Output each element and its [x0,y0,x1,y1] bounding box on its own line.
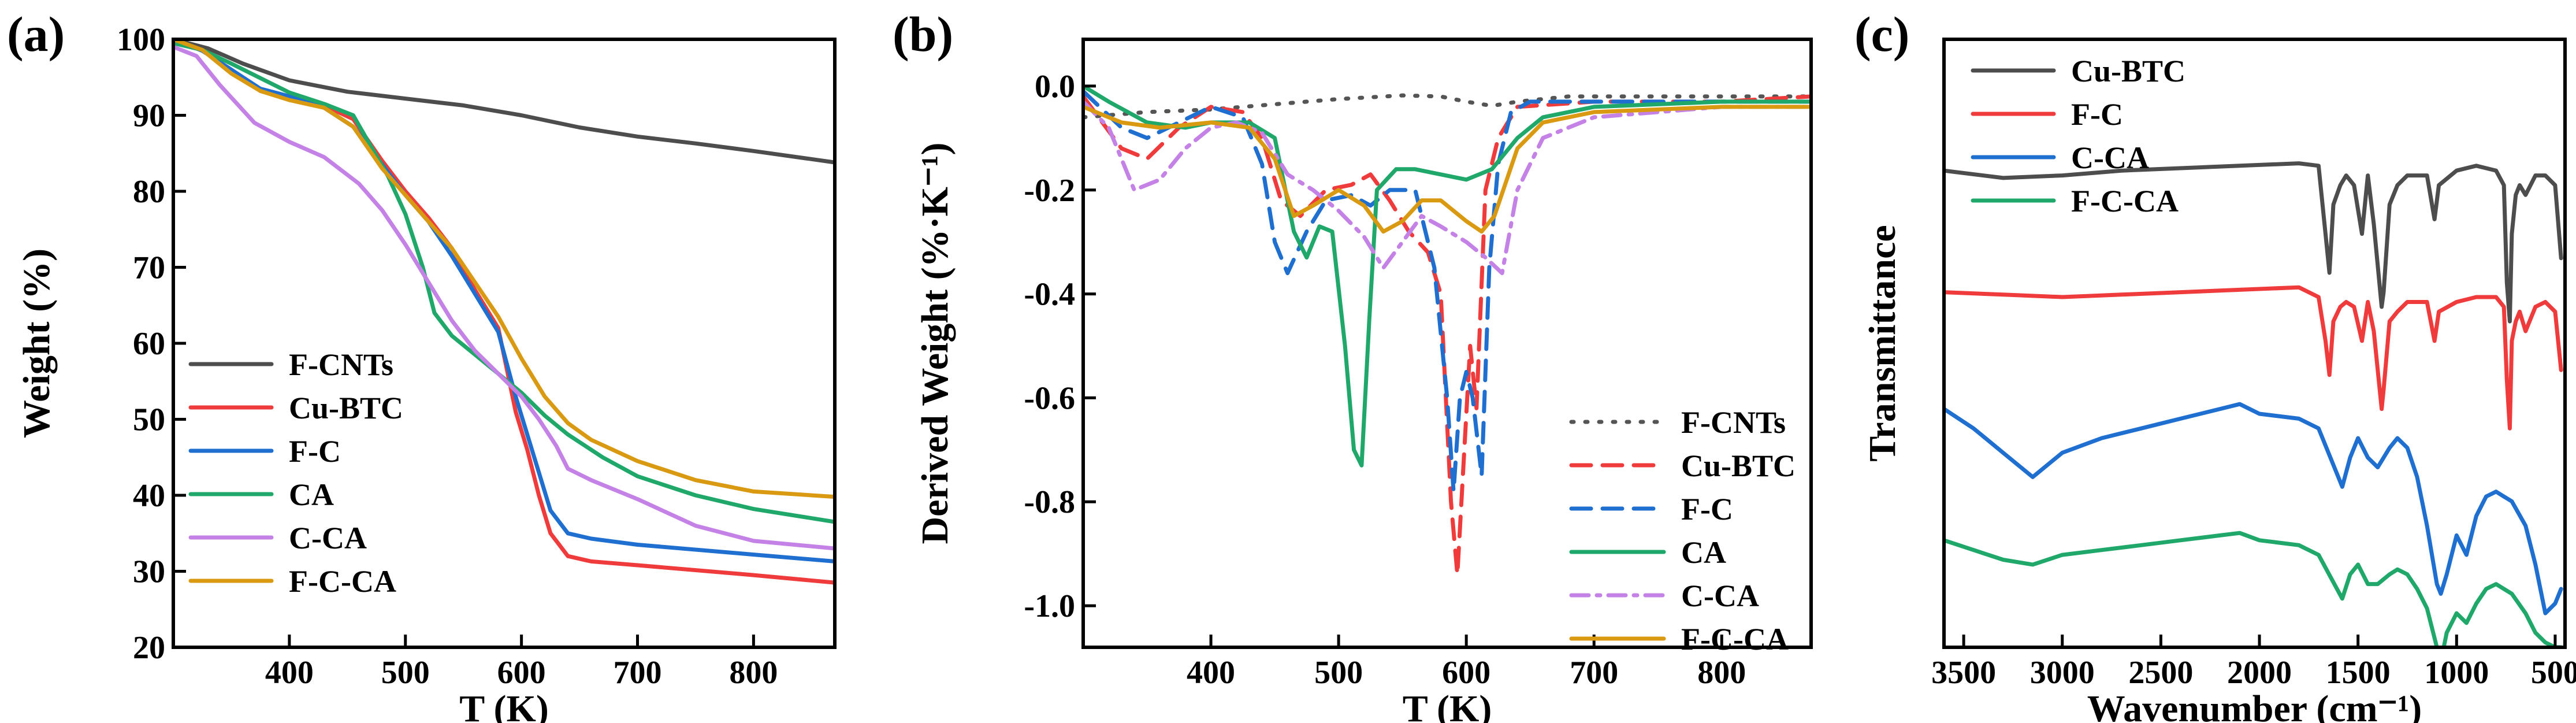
panel-c-legend: Cu-BTC F-C C-CA F-C-CA [1971,54,2185,218]
panel-a-x-tick-label: 400 [265,655,314,691]
panel-a-legend: F-CNTs Cu-BTC F-C CA C-CA F-C-CA [188,347,403,599]
panel-b-legend-label-f-cnts: F-CNTs [1681,405,1786,440]
panel-c-x-tick-label: 2500 [2128,655,2193,691]
panel-a-y-tick-label: 90 [133,98,165,134]
panel-a-series-ca [173,41,835,524]
panel-a-x-axis-title: T (K) [459,688,549,723]
panel-a-y-tick-label: 70 [133,250,165,286]
panel-a-x-tick-label: 800 [729,655,778,691]
panel-a-series-f-c-ca [173,39,835,499]
panel-c-legend-label-c-ca: C-CA [2071,140,2149,175]
panel-b-legend-label-f-c-ca: F-C-CA [1681,622,1789,657]
panel-b-x-tick-label: 400 [1187,655,1235,691]
panel-c-letter: (c) [1854,6,1909,62]
panel-c-x-tick-label: 1000 [2424,655,2489,691]
panel-c-series-cu-btc [1944,161,2563,324]
panel-a-x-tick-label: 700 [614,655,662,691]
panel-a-legend-label-c-ca: C-CA [289,521,367,555]
panel-b: 400 500 600 700 800 0.0 -0.2 -0.4 -0.6 -0.8 -1.0 T … [893,6,1813,723]
panel-c-series-f-c [1944,285,2563,431]
panel-b-legend: F-CNTs Cu-BTC F-C CA C-CA F-C-CA [1569,405,1796,657]
panel-a-y-tick-label: 50 [133,402,165,438]
panel-a-y-tick-label: 100 [117,22,165,58]
panel-a-x-tick-label: 500 [381,655,430,691]
panel-c-legend-label-cu-btc: Cu-BTC [2071,54,2185,88]
panel-a-y-tick-label: 20 [133,630,165,666]
panel-a-series-f-c [173,39,835,563]
panel-b-series-f-c-ca [1083,105,1811,234]
panel-b-x-tick-label: 600 [1442,655,1490,691]
panel-a-series-cu-btc [173,39,835,585]
panel-c-series-c-ca [1944,402,2563,616]
panel-c-x-tick-label: 1500 [2326,655,2391,691]
panel-c-x-tick-label: 500 [2531,655,2576,691]
panel-a-legend-label-f-c: F-C [289,434,341,469]
panel-c-x-axis-title: Wavenumber (cm⁻¹) [2087,688,2422,723]
panel-b-legend-label-ca: CA [1681,535,1726,570]
panel-a-series-c-ca [173,45,835,551]
panel-b-x-tick-label: 500 [1314,655,1363,691]
panel-a-y-tick-label: 80 [133,174,165,210]
panel-b-y-axis-title: Derived Weight (%·K⁻¹) [914,143,956,544]
panel-b-letter: (b) [893,6,953,62]
panel-c-legend-label-f-c-ca: F-C-CA [2071,184,2179,218]
panel-b-y-tick-label: -0.2 [1024,173,1075,209]
panel-a-x-tick-label: 600 [497,655,546,691]
panel-c-y-axis-title: Transmittance [1861,225,1904,461]
panel-c-legend-label-f-c: F-C [2071,97,2123,132]
panel-b-y-tick-label: 0.0 [1035,69,1075,105]
panel-b-x-axis-title: T (K) [1403,688,1492,723]
panel-a: 400 500 600 700 800 20 30 40 50 60 70 80 90 100 T (K) W… [7,6,837,723]
panel-b-x-tick-label: 800 [1697,655,1746,691]
panel-a-y-axis-title: Weight (%) [16,249,58,438]
panel-c-x-tick-label: 3500 [1931,655,1996,691]
panel-c-plot-frame [1942,38,2567,649]
panel-c: 3500 3000 2500 2000 1500 1000 500 Wavenumber (c… [1854,6,2576,723]
panel-a-legend-label-f-cnts: F-CNTs [289,347,393,382]
panel-b-series-f-c [1083,89,1811,494]
panel-c-x-tick-label: 3000 [2030,655,2095,691]
panel-a-legend-label-cu-btc: Cu-BTC [289,391,403,425]
panel-a-y-tick-label: 40 [133,478,165,514]
panel-b-y-tick-label: -0.6 [1024,380,1075,416]
panel-b-legend-label-c-ca: C-CA [1681,579,1759,613]
panel-b-series-group [1083,84,1811,577]
panel-a-y-tick-label: 60 [133,326,165,362]
panel-b-legend-label-cu-btc: Cu-BTC [1681,448,1796,483]
panel-b-x-tick-label: 700 [1570,655,1618,691]
panel-a-legend-label-f-c-ca: F-C-CA [289,564,396,599]
panel-b-legend-label-f-c: F-C [1681,492,1733,527]
panel-c-x-tick-label: 2000 [2227,655,2292,691]
panel-c-series-f-c-ca [1944,531,2563,647]
panel-c-series-group [1944,161,2563,647]
panel-a-series-f-cnts [173,39,835,165]
panel-b-series-c-ca [1083,99,1811,276]
panel-a-legend-label-ca: CA [289,477,334,512]
panel-b-y-tick-label: -0.4 [1024,277,1075,313]
panel-a-series-group [173,39,835,585]
panel-a-y-tick-label: 30 [133,554,165,590]
panel-a-letter: (a) [7,6,65,62]
panel-b-plot-frame [1081,38,1813,649]
panel-b-y-tick-label: -1.0 [1024,588,1075,624]
panel-b-y-tick-label: -0.8 [1024,484,1075,520]
